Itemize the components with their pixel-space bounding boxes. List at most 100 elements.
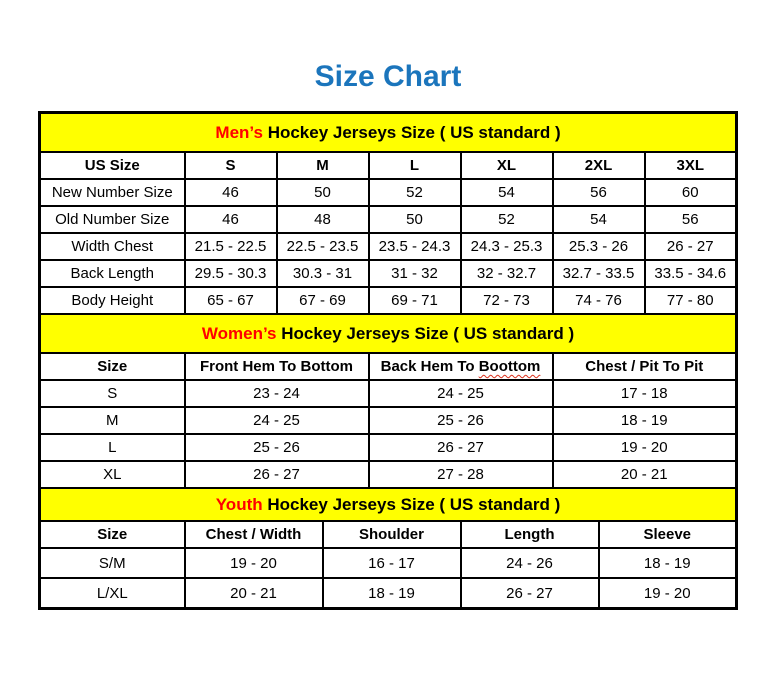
youth-section-title: Youth Hockey Jerseys Size ( US standard … <box>38 487 738 522</box>
back-hem-prefix: Back Hem To <box>380 358 479 375</box>
mens-col-header: XL <box>459 151 554 180</box>
cell-value: 19 - 20 <box>551 433 738 462</box>
cell-value: 18 - 19 <box>321 577 462 610</box>
womens-row-xl: XL 26 - 27 27 - 28 20 - 21 <box>38 460 738 489</box>
youth-section-accent: Youth <box>215 494 263 514</box>
cell-value: 19 - 20 <box>597 577 738 610</box>
cell-value: 60 <box>643 178 738 207</box>
row-label: Old Number Size <box>38 205 186 234</box>
womens-col-header: Front Hem To Bottom <box>183 352 370 381</box>
cell-value: 52 <box>459 205 554 234</box>
cell-value: 32 - 32.7 <box>459 259 554 288</box>
row-label: New Number Size <box>38 178 186 207</box>
mens-row-new-number-size: New Number Size 46 50 52 54 56 60 <box>38 178 738 207</box>
youth-row-lxl: L/XL 20 - 21 18 - 19 26 - 27 19 - 20 <box>38 577 738 610</box>
youth-row-sm: S/M 19 - 20 16 - 17 24 - 26 18 - 19 <box>38 547 738 579</box>
womens-row-l: L 25 - 26 26 - 27 19 - 20 <box>38 433 738 462</box>
cell-value: 74 - 76 <box>551 286 646 315</box>
page-title: Size Chart <box>314 60 462 93</box>
cell-value: 24 - 25 <box>183 406 370 435</box>
cell-value: 30.3 - 31 <box>275 259 370 288</box>
mens-row-width-chest: Width Chest 21.5 - 22.5 22.5 - 23.5 23.5… <box>38 232 738 261</box>
youth-section-band: Youth Hockey Jerseys Size ( US standard … <box>38 487 738 522</box>
youth-col-header: Chest / Width <box>183 520 324 549</box>
cell-value: 17 - 18 <box>551 379 738 408</box>
youth-section-title-rest: Hockey Jerseys Size ( US standard ) <box>262 494 561 514</box>
cell-value: 23.5 - 24.3 <box>367 232 462 261</box>
cell-value: 25 - 26 <box>183 433 370 462</box>
row-label: Width Chest <box>38 232 186 261</box>
womens-header-row: Size Front Hem To Bottom Back Hem To Boo… <box>38 352 738 381</box>
mens-col-header: M <box>275 151 370 180</box>
row-label: L/XL <box>38 577 186 610</box>
youth-col-header: Size <box>38 520 186 549</box>
cell-value: 26 - 27 <box>367 433 554 462</box>
cell-value: 26 - 27 <box>459 577 600 610</box>
cell-value: 23 - 24 <box>183 379 370 408</box>
row-label: Back Length <box>38 259 186 288</box>
mens-section-title-rest: Hockey Jerseys Size ( US standard ) <box>262 122 561 142</box>
womens-section-title: Women’s Hockey Jerseys Size ( US standar… <box>38 313 738 354</box>
youth-header-row: Size Chest / Width Shoulder Length Sleev… <box>38 520 738 549</box>
cell-value: 25 - 26 <box>367 406 554 435</box>
row-label: L <box>38 433 186 462</box>
mens-col-header: 2XL <box>551 151 646 180</box>
youth-col-header: Sleeve <box>597 520 738 549</box>
mens-col-header: S <box>183 151 278 180</box>
cell-value: 29.5 - 30.3 <box>183 259 278 288</box>
cell-value: 77 - 80 <box>643 286 738 315</box>
womens-col-header: Size <box>38 352 186 381</box>
cell-value: 31 - 32 <box>367 259 462 288</box>
cell-value: 52 <box>367 178 462 207</box>
mens-row-back-length: Back Length 29.5 - 30.3 30.3 - 31 31 - 3… <box>38 259 738 288</box>
womens-row-s: S 23 - 24 24 - 25 17 - 18 <box>38 379 738 408</box>
cell-value: 54 <box>551 205 646 234</box>
back-hem-misspelled-word: Boottom <box>478 358 541 375</box>
womens-section-title-rest: Hockey Jerseys Size ( US standard ) <box>276 323 575 343</box>
row-label: M <box>38 406 186 435</box>
mens-row-old-number-size: Old Number Size 46 48 50 52 54 56 <box>38 205 738 234</box>
row-label: Body Height <box>38 286 186 315</box>
cell-value: 72 - 73 <box>459 286 554 315</box>
cell-value: 24.3 - 25.3 <box>459 232 554 261</box>
row-label: S <box>38 379 186 408</box>
cell-value: 56 <box>551 178 646 207</box>
womens-col-header: Chest / Pit To Pit <box>551 352 738 381</box>
cell-value: 50 <box>275 178 370 207</box>
mens-section-accent: Men’s <box>215 122 263 142</box>
cell-value: 50 <box>367 205 462 234</box>
mens-section-band: Men’s Hockey Jerseys Size ( US standard … <box>38 111 738 153</box>
cell-value: 69 - 71 <box>367 286 462 315</box>
mens-col-header: US Size <box>38 151 186 180</box>
mens-row-body-height: Body Height 65 - 67 67 - 69 69 - 71 72 -… <box>38 286 738 315</box>
row-label: S/M <box>38 547 186 579</box>
mens-col-header: 3XL <box>643 151 738 180</box>
mens-section-title: Men’s Hockey Jerseys Size ( US standard … <box>38 111 738 153</box>
cell-value: 20 - 21 <box>183 577 324 610</box>
womens-section-band: Women’s Hockey Jerseys Size ( US standar… <box>38 313 738 354</box>
cell-value: 26 - 27 <box>183 460 370 489</box>
cell-value: 65 - 67 <box>183 286 278 315</box>
cell-value: 18 - 19 <box>597 547 738 579</box>
cell-value: 24 - 26 <box>459 547 600 579</box>
cell-value: 19 - 20 <box>183 547 324 579</box>
cell-value: 46 <box>183 178 278 207</box>
cell-value: 27 - 28 <box>367 460 554 489</box>
cell-value: 54 <box>459 178 554 207</box>
womens-row-m: M 24 - 25 25 - 26 18 - 19 <box>38 406 738 435</box>
womens-col-header-misspelled: Back Hem To Boottom <box>367 352 554 381</box>
cell-value: 67 - 69 <box>275 286 370 315</box>
cell-value: 33.5 - 34.6 <box>643 259 738 288</box>
mens-header-row: US Size S M L XL 2XL 3XL <box>38 151 738 180</box>
cell-value: 48 <box>275 205 370 234</box>
cell-value: 25.3 - 26 <box>551 232 646 261</box>
youth-col-header: Length <box>459 520 600 549</box>
cell-value: 22.5 - 23.5 <box>275 232 370 261</box>
cell-value: 16 - 17 <box>321 547 462 579</box>
cell-value: 20 - 21 <box>551 460 738 489</box>
cell-value: 26 - 27 <box>643 232 738 261</box>
cell-value: 32.7 - 33.5 <box>551 259 646 288</box>
cell-value: 56 <box>643 205 738 234</box>
cell-value: 21.5 - 22.5 <box>183 232 278 261</box>
youth-col-header: Shoulder <box>321 520 462 549</box>
